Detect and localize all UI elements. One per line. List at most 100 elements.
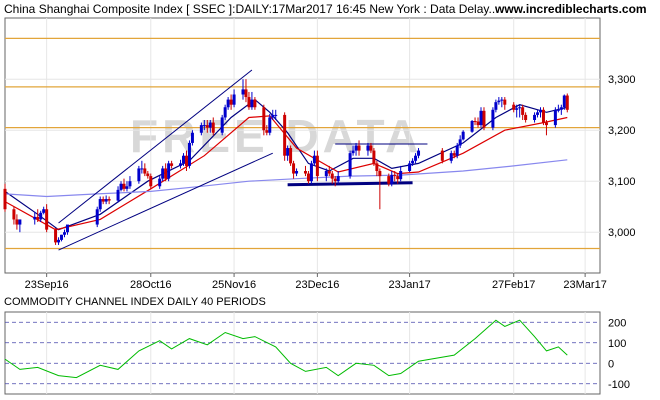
candle-body bbox=[18, 219, 22, 225]
candle-body bbox=[170, 163, 174, 166]
candle-body bbox=[396, 176, 400, 180]
price-panel bbox=[4, 17, 601, 274]
candle-body bbox=[167, 163, 171, 179]
candle-body bbox=[161, 168, 165, 179]
candle-body bbox=[149, 176, 153, 187]
x-tick-label: 25Nov16 bbox=[212, 279, 256, 291]
candle-body bbox=[562, 95, 566, 108]
candle-body bbox=[57, 239, 61, 243]
candle-body bbox=[107, 199, 111, 201]
candle-body bbox=[146, 173, 150, 177]
candle-body bbox=[190, 132, 194, 143]
candle-body bbox=[387, 176, 391, 184]
candle-body bbox=[521, 107, 525, 115]
price-candles bbox=[3, 79, 569, 245]
candle-body bbox=[33, 216, 37, 220]
candle-body bbox=[476, 121, 480, 126]
candle-body bbox=[229, 99, 233, 105]
candle-body bbox=[262, 107, 266, 131]
candle-body bbox=[295, 171, 299, 174]
candle-body bbox=[494, 102, 498, 110]
candle-body bbox=[375, 163, 379, 171]
candle-body bbox=[330, 173, 334, 179]
candle-body bbox=[187, 142, 191, 166]
candle-body bbox=[479, 110, 483, 126]
candle-body bbox=[143, 168, 147, 174]
candle-body bbox=[399, 171, 403, 180]
candle-body bbox=[378, 171, 382, 177]
candle-body bbox=[393, 175, 397, 177]
candle-body bbox=[324, 171, 328, 177]
candle-body bbox=[63, 232, 66, 235]
price-horizontal-lines bbox=[5, 37, 600, 250]
candle-body bbox=[497, 100, 501, 103]
x-tick-label: 27Feb17 bbox=[492, 279, 535, 291]
candle-body bbox=[125, 186, 129, 189]
candle-body bbox=[98, 199, 102, 210]
candle-body bbox=[220, 117, 224, 133]
candle-body bbox=[39, 212, 43, 220]
price-x-tick-labels: 23Sep16 28Oct16 25Nov16 23Dec16 23Jan17 27Feb… bbox=[25, 273, 607, 291]
candle-body bbox=[515, 108, 519, 110]
x-tick-label: 23Mar17 bbox=[563, 279, 606, 291]
candle-body bbox=[541, 109, 545, 123]
candle-body bbox=[452, 153, 456, 156]
candle-body bbox=[268, 117, 272, 133]
price-y-tick-label: 3,200 bbox=[608, 125, 636, 137]
candle-body bbox=[315, 155, 319, 177]
candle-body bbox=[45, 209, 49, 230]
candle-body bbox=[205, 125, 209, 128]
candle-body bbox=[536, 112, 540, 115]
cci-line bbox=[4, 319, 568, 379]
candle-body bbox=[12, 209, 16, 220]
candle-body bbox=[461, 131, 465, 140]
cci-title: COMMODITY CHANNEL INDEX DAILY 40 PERIODS bbox=[4, 296, 266, 308]
trend-line bbox=[58, 69, 253, 224]
candle-body bbox=[470, 121, 474, 132]
candle-body bbox=[104, 199, 108, 202]
candle-body bbox=[369, 145, 373, 151]
trend-line bbox=[287, 181, 413, 187]
candle-body bbox=[253, 99, 257, 108]
x-tick-label: 28Oct16 bbox=[130, 279, 172, 291]
price-y-tick-label: 3,100 bbox=[608, 176, 636, 188]
candle-body bbox=[458, 139, 462, 146]
candle-body bbox=[440, 150, 444, 161]
candle-body bbox=[274, 114, 278, 116]
candle-body bbox=[372, 150, 376, 164]
candle-body bbox=[553, 109, 557, 126]
candle-body bbox=[449, 153, 453, 161]
candle-body bbox=[351, 150, 355, 154]
candle-body bbox=[491, 109, 495, 128]
cci-levels bbox=[5, 321, 600, 385]
candle-body bbox=[292, 163, 296, 174]
source-link[interactable]: www.incrediblecharts.com bbox=[494, 2, 647, 16]
x-tick-label: 23Dec16 bbox=[295, 279, 339, 291]
candle-body bbox=[15, 219, 19, 225]
price-y-tick-label: 3,000 bbox=[608, 227, 636, 239]
candle-body bbox=[128, 181, 132, 187]
candle-body bbox=[512, 104, 516, 110]
candle-body bbox=[366, 145, 370, 151]
cci-grid bbox=[46, 312, 586, 394]
candle-body bbox=[137, 168, 141, 182]
candle-body bbox=[271, 114, 275, 118]
candle-body bbox=[232, 94, 236, 105]
candle-body bbox=[556, 109, 560, 111]
candle-body bbox=[286, 148, 290, 156]
candle-body bbox=[241, 89, 245, 95]
candle-body bbox=[3, 188, 7, 210]
candle-body bbox=[524, 114, 528, 120]
candle-body bbox=[283, 114, 287, 156]
candle-body bbox=[60, 234, 64, 240]
cci-y-tick-label: 100 bbox=[608, 338, 626, 350]
candle-body bbox=[306, 173, 310, 182]
cci-series-line bbox=[4, 319, 568, 379]
candle-body bbox=[199, 125, 203, 133]
price-y-tick-label: 3,300 bbox=[608, 74, 636, 86]
candle-body bbox=[473, 121, 477, 123]
candle-body bbox=[36, 216, 40, 220]
watermark: FREE DATA bbox=[130, 110, 422, 162]
x-tick-label: 23Jan17 bbox=[388, 279, 430, 291]
candle-body bbox=[140, 168, 144, 170]
